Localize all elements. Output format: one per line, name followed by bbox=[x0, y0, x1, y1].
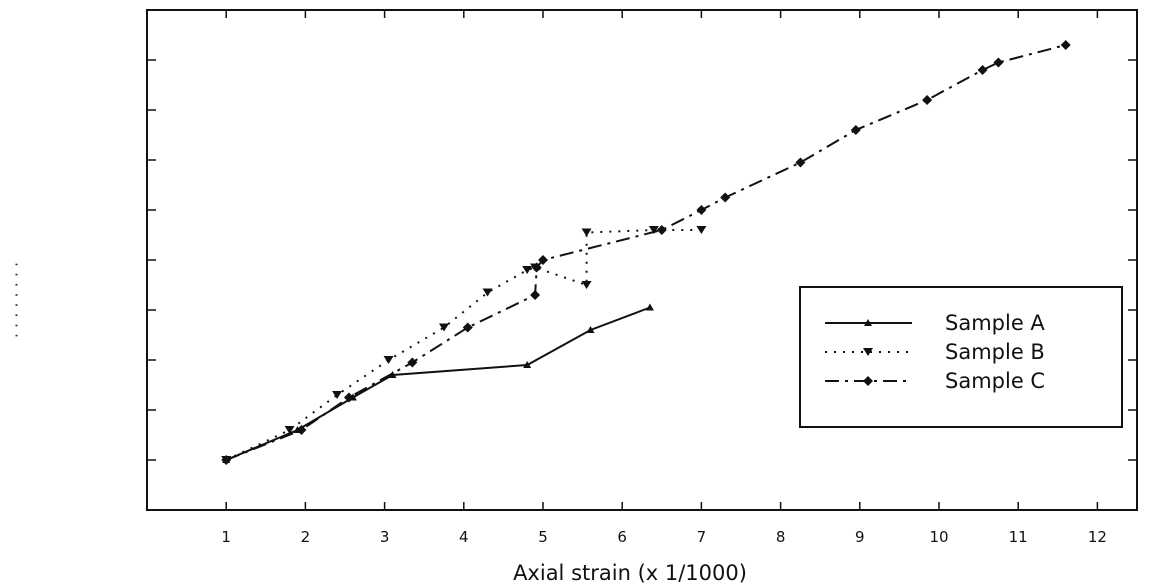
data-point bbox=[696, 205, 707, 215]
data-point bbox=[586, 326, 595, 333]
data-point bbox=[656, 225, 667, 235]
legend-label: Sample B bbox=[945, 340, 1045, 364]
data-point bbox=[795, 157, 806, 168]
data-point bbox=[645, 303, 654, 311]
data-point bbox=[922, 95, 933, 105]
y-axis-label: · · · · · · · · bbox=[7, 262, 26, 338]
data-point bbox=[523, 361, 532, 368]
legend-label: Sample C bbox=[945, 369, 1045, 393]
legend-marker bbox=[863, 376, 873, 386]
data-point bbox=[296, 425, 307, 435]
data-point bbox=[538, 255, 548, 265]
x-tick-label: 10 bbox=[929, 528, 948, 546]
data-point bbox=[343, 392, 354, 403]
data-point bbox=[530, 290, 541, 300]
x-tick-label: 6 bbox=[617, 528, 627, 546]
data-point bbox=[482, 288, 493, 297]
legend: Sample A Sample B Sample C bbox=[799, 286, 1123, 428]
series-layer bbox=[221, 40, 1071, 465]
x-tick-label: 7 bbox=[697, 528, 707, 546]
data-point bbox=[977, 65, 988, 75]
data-point bbox=[332, 391, 343, 399]
data-point bbox=[284, 426, 295, 434]
x-tick-label: 3 bbox=[380, 528, 390, 546]
x-tick-label: 4 bbox=[459, 528, 469, 546]
data-point bbox=[1060, 40, 1071, 50]
data-point bbox=[407, 357, 418, 368]
legend-marker bbox=[864, 319, 872, 326]
data-point bbox=[850, 125, 861, 135]
data-point bbox=[648, 226, 659, 234]
legend-marker bbox=[863, 348, 873, 356]
x-tick-label: 11 bbox=[1009, 528, 1028, 546]
series-sample-c bbox=[221, 40, 1071, 465]
data-point bbox=[383, 356, 394, 364]
series-line bbox=[225, 229, 702, 461]
series-sample-b bbox=[221, 226, 707, 464]
data-point bbox=[462, 322, 473, 333]
data-point bbox=[581, 228, 592, 237]
data-point bbox=[581, 281, 592, 289]
legend-label: Sample A bbox=[945, 311, 1045, 335]
x-tick-label: 1 bbox=[221, 528, 231, 546]
x-tick-label: 5 bbox=[538, 528, 548, 546]
data-point bbox=[720, 192, 731, 203]
series-line bbox=[225, 44, 1066, 461]
data-point bbox=[221, 455, 232, 465]
x-tick-label: 12 bbox=[1088, 528, 1107, 546]
data-point bbox=[522, 266, 533, 274]
x-tick-label: 8 bbox=[776, 528, 786, 546]
x-tick-label: 9 bbox=[855, 528, 865, 546]
svg-text:· · · · · · · ·: · · · · · · · · bbox=[7, 262, 26, 338]
x-axis-title: Axial strain (x 1/1000) bbox=[513, 561, 747, 585]
legend-box bbox=[799, 286, 1123, 428]
series-sample-a bbox=[222, 303, 654, 463]
data-point bbox=[439, 323, 449, 332]
x-tick-label: 2 bbox=[301, 528, 311, 546]
data-point bbox=[531, 262, 542, 273]
data-point bbox=[993, 57, 1004, 68]
series-line bbox=[225, 306, 651, 461]
axis-ticks: 1 2 3 4 5 6 7 8 9 10 11 12 bbox=[147, 10, 1137, 546]
plot-frame bbox=[146, 9, 1138, 511]
data-point bbox=[696, 226, 707, 234]
